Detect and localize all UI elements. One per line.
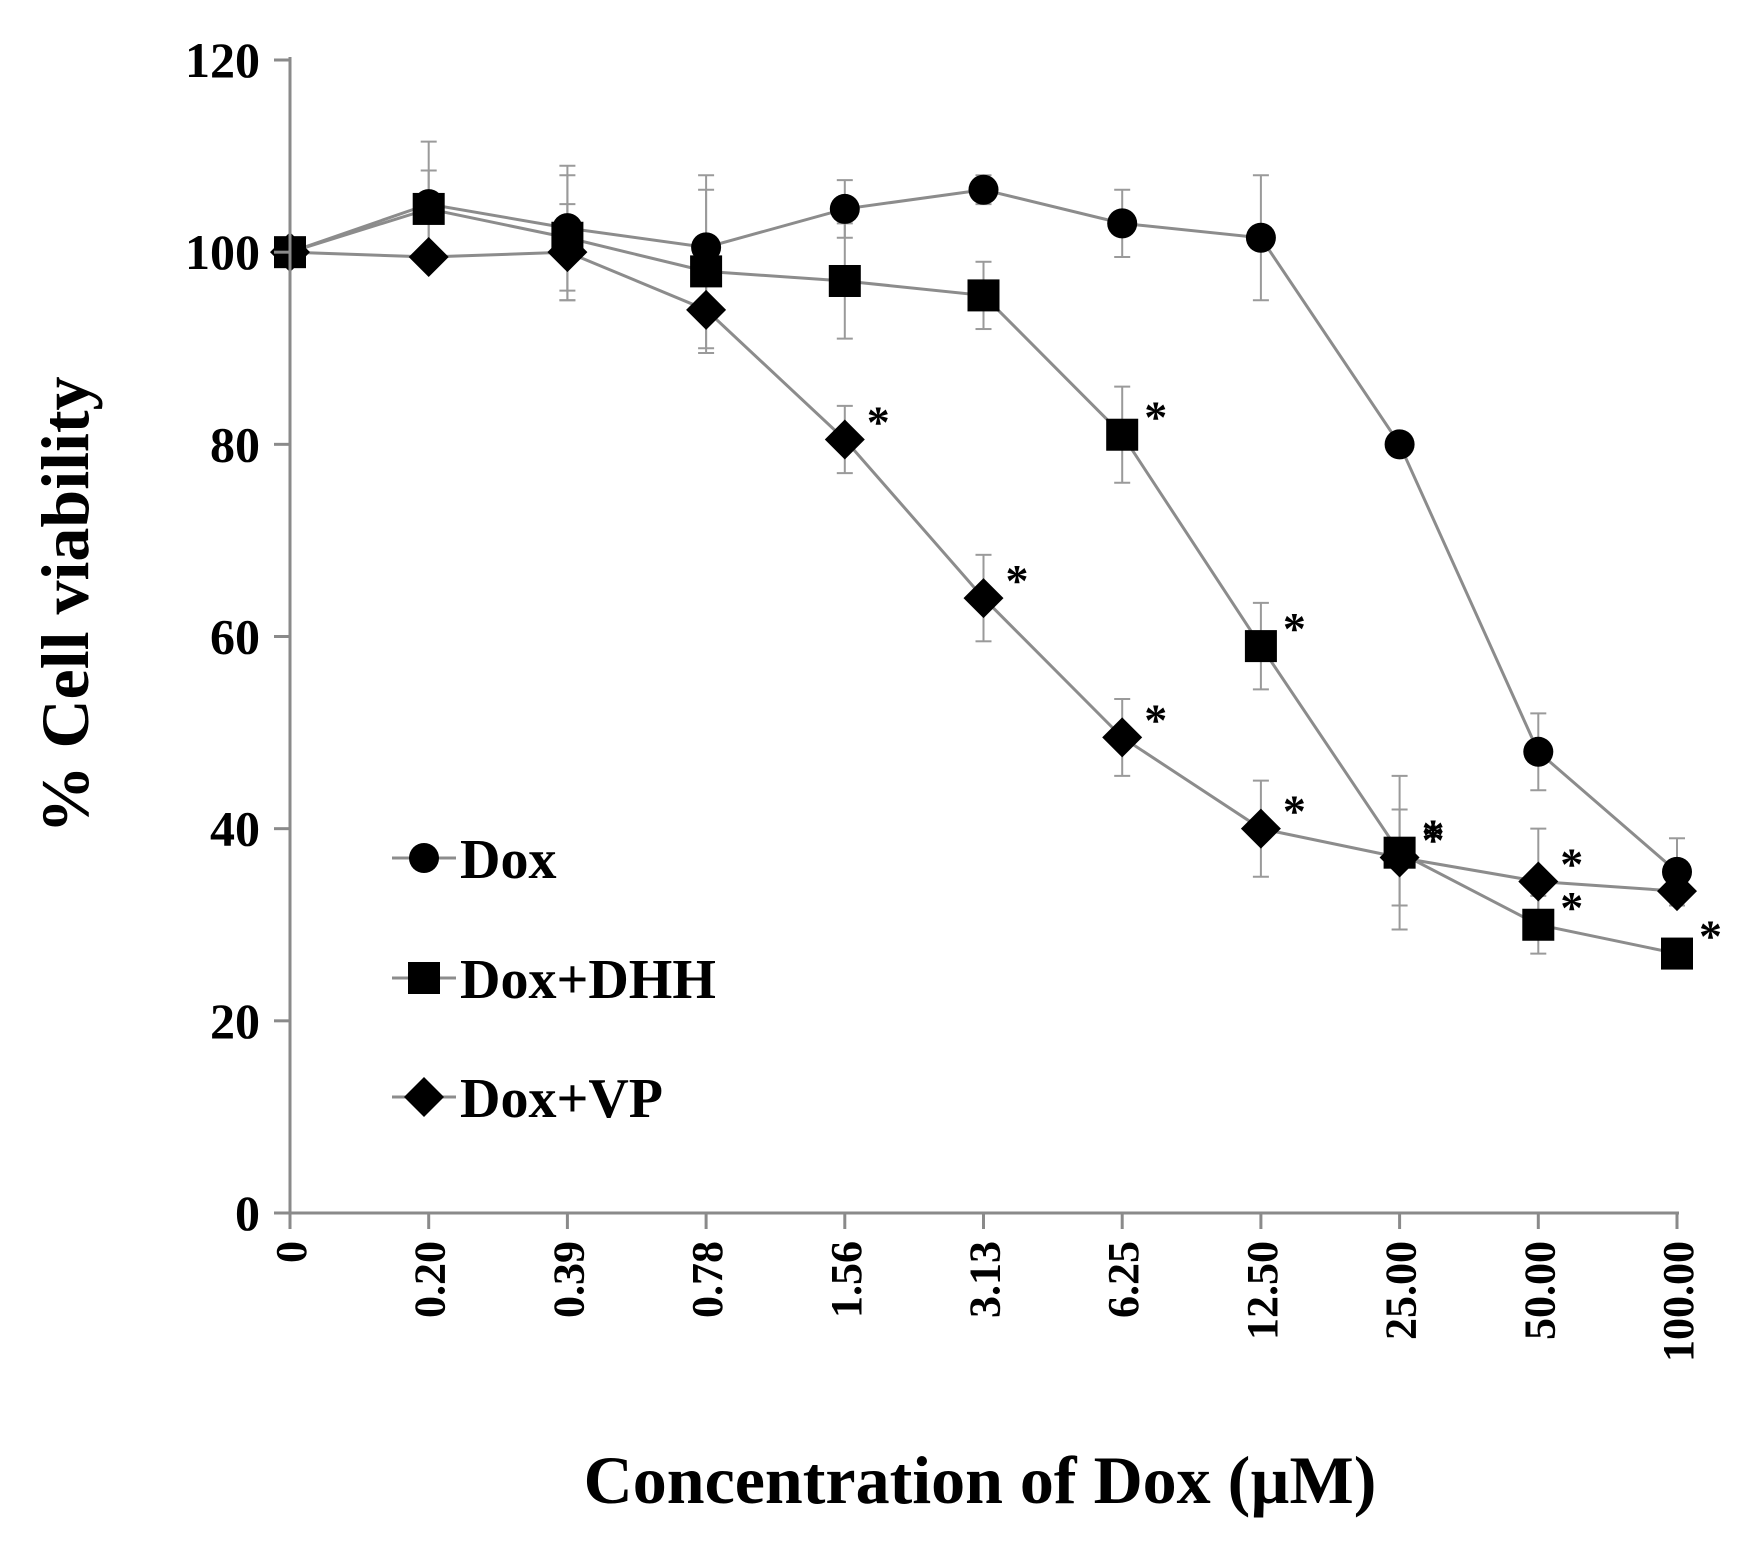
dox-data-point: [1384, 429, 1415, 460]
dox-vp-significance-mark: *: [1560, 839, 1583, 890]
dox-data-point: [691, 232, 722, 263]
dox-vp-significance-mark: *: [1144, 694, 1167, 745]
dox-dhh-data-point: [828, 264, 861, 297]
dox-dhh-data-point: [967, 279, 1000, 312]
y-tick-label: 0: [235, 1185, 260, 1241]
dox-dhh-significance-mark: *: [1699, 911, 1722, 962]
dox-dhh-data-point: [1244, 630, 1277, 663]
dox-data-point: [829, 193, 860, 224]
x-tick-label: 50.00: [1515, 1241, 1564, 1340]
significance-marks: ********** *: [867, 392, 1722, 962]
dox-vp-data-point: [686, 289, 727, 330]
dox-vp-data-point: [1240, 808, 1281, 849]
dox-vp-data-point: [824, 419, 865, 460]
y-tick-label: 40: [210, 801, 260, 857]
error-bars: [420, 140, 1685, 960]
x-tick-label: 0.78: [683, 1241, 732, 1318]
y-tick-label: 100: [185, 224, 260, 280]
dox-dhh-data-point: [1522, 908, 1555, 941]
x-axis-title: Concentration of Dox (µM): [584, 1442, 1377, 1518]
y-tick-label: 60: [210, 609, 260, 665]
y-tick-label: 80: [210, 416, 260, 472]
dox-vp-significance-mark: *: [1422, 814, 1445, 865]
x-tick-label: 0: [267, 1241, 316, 1263]
legend: Dox Dox+DHH Dox+VP: [392, 829, 716, 1130]
dox-dhh-significance-mark: *: [1144, 392, 1167, 443]
legend-label: Dox: [460, 829, 556, 891]
dox-dhh-data-point: [690, 255, 723, 288]
dox-vp-data-point: [1379, 837, 1420, 878]
x-axis-ticks: 0 0.20 0.39 0.78 1.56 3.13 6.25 12.50 25.00 50.00…: [267, 1213, 1703, 1362]
legend-circle-marker: [409, 843, 439, 873]
dox-vp-data-point: [547, 232, 588, 273]
dox-dhh-data-point: [1661, 937, 1693, 970]
x-tick-label: 100.00: [1654, 1241, 1703, 1362]
dox-dhh-significance-mark: *: [1560, 882, 1583, 933]
x-tick-label: 6.25: [1099, 1241, 1148, 1318]
legend-label: Dox+DHH: [460, 949, 716, 1011]
dox-data-point: [1107, 208, 1138, 239]
x-tick-label: 3.13: [961, 1241, 1010, 1318]
dox-vp-significance-mark: *: [867, 397, 890, 448]
y-axis-title: % Cell viability: [27, 376, 103, 833]
legend-item-dox: Dox: [392, 829, 556, 891]
dox-vp-data-point: [408, 236, 449, 277]
legend-label: Dox+VP: [460, 1068, 663, 1130]
dox-dhh-data-point: [1106, 418, 1139, 451]
x-tick-label: 1.56: [822, 1241, 871, 1318]
series-markers: [270, 174, 1697, 970]
legend-item-dox-dhh: Dox+DHH: [392, 949, 716, 1011]
dox-data-point: [1245, 222, 1276, 253]
dox-vp-data-point: [963, 578, 1004, 619]
legend-diamond-marker: [404, 1077, 444, 1117]
dox-dhh-significance-mark: *: [1283, 603, 1306, 654]
x-tick-label: 0.20: [406, 1241, 455, 1318]
dox-vp-data-point: [1518, 861, 1559, 902]
legend-square-marker: [408, 962, 440, 994]
dox-dhh-significance-mark: *: [1422, 810, 1445, 861]
dox-data-point: [1523, 736, 1554, 767]
y-axis-ticks: 0 20 40 60 80 100 120: [185, 32, 290, 1241]
legend-item-dox-vp: Dox+VP: [392, 1068, 663, 1130]
y-tick-label: 20: [210, 993, 260, 1049]
dox-vp-significance-mark: *: [1283, 786, 1306, 837]
y-tick-label: 120: [185, 32, 260, 88]
dox-dhh-data-point: [412, 192, 445, 225]
dox-data-point: [968, 174, 999, 205]
dox-vp-significance-mark: *: [1006, 555, 1029, 606]
dox-vp-data-point: [1657, 871, 1697, 912]
x-tick-label: 25.00: [1377, 1241, 1426, 1340]
x-tick-label: 12.50: [1238, 1241, 1287, 1340]
dox-vp-data-point: [1102, 717, 1143, 758]
x-tick-label: 0.39: [544, 1241, 593, 1318]
